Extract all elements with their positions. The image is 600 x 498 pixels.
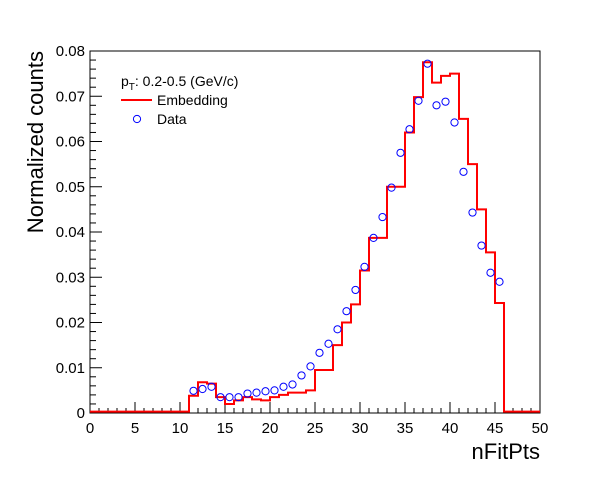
data-point bbox=[225, 393, 234, 402]
data-point bbox=[432, 101, 441, 110]
data-point bbox=[216, 393, 225, 402]
data-point bbox=[387, 183, 396, 192]
data-point bbox=[189, 386, 198, 395]
x-tick-label: 25 bbox=[307, 420, 324, 437]
y-tick-label: 0.07 bbox=[56, 88, 85, 105]
y-tick-label: 0.05 bbox=[56, 179, 85, 196]
legend-header-sub: T bbox=[129, 82, 135, 93]
data-point bbox=[342, 307, 351, 316]
y-tick-label: 0.03 bbox=[56, 269, 85, 286]
y-tick-label: 0.01 bbox=[56, 360, 85, 377]
data-point bbox=[315, 348, 324, 357]
data-point bbox=[405, 125, 414, 134]
data-point bbox=[369, 233, 378, 242]
data-point bbox=[477, 241, 486, 250]
data-point bbox=[234, 393, 243, 402]
y-tick-label: 0.04 bbox=[56, 224, 85, 241]
data-point bbox=[198, 384, 207, 394]
legend-data-label: Data bbox=[157, 111, 187, 127]
data-point bbox=[324, 339, 333, 348]
x-tick-label: 40 bbox=[442, 420, 459, 437]
data-point bbox=[306, 362, 315, 371]
legend: pT: 0.2-0.5 (GeV/c) Embedding Data bbox=[121, 73, 238, 127]
embedding-step-line bbox=[90, 61, 540, 413]
y-tick-label: 0.06 bbox=[56, 134, 85, 151]
data-point bbox=[360, 262, 369, 271]
x-tick-label: 50 bbox=[532, 420, 549, 437]
legend-header: pT: 0.2-0.5 (GeV/c) bbox=[121, 73, 238, 93]
data-point bbox=[297, 371, 306, 380]
data-point bbox=[333, 325, 342, 334]
data-point bbox=[351, 285, 360, 295]
data-point bbox=[450, 118, 459, 127]
data-point bbox=[459, 167, 468, 176]
data-point bbox=[441, 97, 450, 106]
y-tick-label: 0.02 bbox=[56, 315, 85, 332]
x-tick-label: 5 bbox=[131, 420, 139, 437]
legend-header-main: p bbox=[121, 73, 129, 89]
data-point bbox=[468, 208, 477, 217]
data-point bbox=[414, 96, 423, 105]
x-tick-label: 45 bbox=[487, 420, 504, 437]
data-point bbox=[279, 382, 288, 391]
y-tick-label: 0.08 bbox=[56, 43, 85, 60]
data-point bbox=[270, 386, 279, 395]
data-point bbox=[243, 389, 252, 398]
x-tick-label: 0 bbox=[86, 420, 94, 437]
data-point bbox=[486, 268, 495, 277]
data-point bbox=[252, 388, 261, 397]
data-point bbox=[423, 59, 432, 68]
data-point bbox=[261, 387, 270, 396]
x-tick-label: 20 bbox=[262, 420, 279, 437]
tick-layer: 0 5 10 15 20 25 30 35 40 45 50 0 0.01 0.02 0.03 0.04 0.0… bbox=[56, 43, 549, 437]
data-point bbox=[378, 212, 387, 222]
x-tick-label: 35 bbox=[397, 420, 414, 437]
legend-data-swatch bbox=[132, 114, 142, 124]
data-point bbox=[396, 148, 405, 157]
x-tick-label: 15 bbox=[217, 420, 234, 437]
x-tick-label: 30 bbox=[352, 420, 369, 437]
data-point bbox=[207, 382, 216, 391]
data-point bbox=[288, 380, 297, 389]
y-tick-label: 0 bbox=[77, 405, 85, 422]
series-layer bbox=[90, 59, 540, 413]
legend-embedding-label: Embedding bbox=[157, 92, 228, 108]
y-axis-title: Normalized counts bbox=[23, 51, 48, 233]
x-axis-title: nFitPts bbox=[472, 439, 540, 464]
data-point bbox=[495, 277, 504, 286]
x-tick-label: 10 bbox=[172, 420, 189, 437]
legend-header-rest: : 0.2-0.5 (GeV/c) bbox=[135, 73, 238, 89]
